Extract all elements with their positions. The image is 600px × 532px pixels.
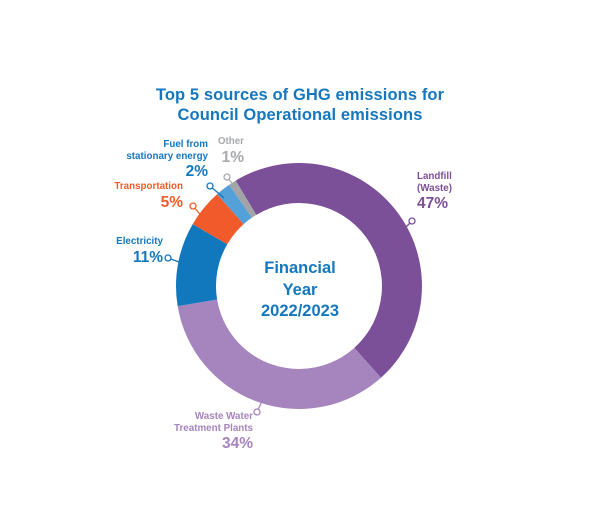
donut-slice-other	[229, 180, 257, 218]
callout-wastewater-label-line2: Treatment Plants	[174, 422, 253, 434]
leader-lines	[164, 173, 416, 416]
callout-landfill: Landfill (Waste) 47%	[417, 171, 452, 213]
callout-transportation-value: 5%	[160, 193, 183, 211]
donut-slices	[175, 163, 422, 409]
leader-dot-electricity	[164, 254, 172, 262]
callout-wastewater-value: 34%	[221, 435, 253, 452]
center-label-line2: Year	[282, 280, 318, 299]
donut-slice-waste-water-treatment-plants	[177, 299, 381, 409]
callout-wastewater: Waste Water Treatment Plants 34%	[174, 411, 253, 453]
leader-dot-wastewater	[253, 408, 261, 416]
callout-fuel-value: 2%	[185, 163, 208, 180]
page-title-line1: Top 5 sources of GHG emissions for	[155, 86, 445, 104]
donut-slice-transportation	[192, 194, 244, 245]
callout-other-label: Other	[217, 136, 244, 147]
leader-dot-landfill	[408, 217, 416, 225]
callout-fuel: Fuel from stationary energy 2%	[126, 139, 208, 181]
center-label-line1: Financial	[264, 259, 336, 277]
donut-slice-electricity	[175, 224, 228, 307]
callout-transportation: Transportation 5%	[114, 181, 183, 211]
callout-other: Other 1%	[218, 136, 244, 166]
leader-dot-fuel	[206, 182, 214, 190]
callout-electricity-value: 11%	[132, 248, 163, 266]
callout-fuel-label-line1: Fuel from	[163, 139, 208, 150]
page-title-line2: Council Operational emissions	[177, 106, 423, 124]
callout-landfill-label-line2: (Waste)	[417, 182, 453, 194]
callout-landfill-value: 47%	[417, 195, 449, 212]
callout-fuel-label-line2: stationary energy	[126, 150, 208, 162]
callout-other-value: 1%	[221, 148, 244, 166]
leader-dot-transportation	[189, 202, 197, 210]
callout-transportation-label: Transportation	[114, 181, 183, 192]
donut-center-label: Financial Year 2022/2023	[200, 258, 400, 323]
page-title: Top 5 sources of GHG emissions for Counc…	[0, 85, 600, 125]
callout-electricity-label: Electricity	[116, 236, 163, 247]
callout-electricity: Electricity 11%	[116, 236, 163, 266]
callout-landfill-label-line1: Landfill	[417, 171, 452, 182]
leader-dot-other	[223, 173, 231, 181]
donut-slice-fuel-from-stationary-energy	[217, 184, 252, 225]
donut-slice-landfill-waste-	[235, 163, 422, 378]
callout-wastewater-label-line1: Waste Water	[194, 411, 253, 422]
center-label-line3: 2022/2023	[261, 302, 339, 320]
